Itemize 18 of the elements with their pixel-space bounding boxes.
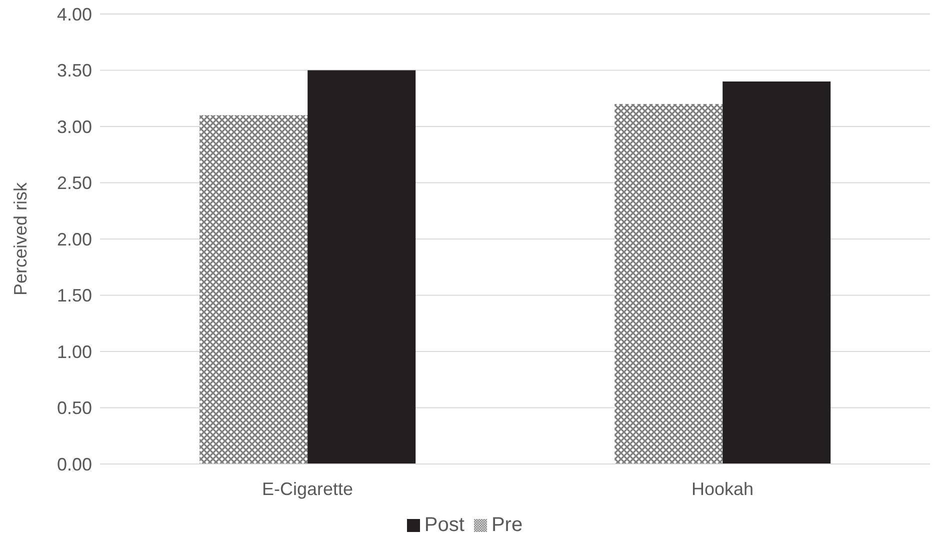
y-tick-label: 3.50 — [56, 60, 92, 81]
y-tick-label: 1.00 — [56, 342, 92, 362]
y-tick-label: 0.00 — [56, 454, 92, 474]
y-axis-title: Perceived risk — [10, 181, 30, 296]
y-tick-label: 2.00 — [56, 229, 92, 250]
bar — [200, 115, 308, 464]
bar — [308, 70, 416, 464]
y-tick-label: 4.00 — [56, 4, 92, 24]
legend-label: Post — [424, 514, 464, 536]
x-tick-label: Hookah — [691, 478, 754, 499]
bar — [722, 82, 831, 464]
y-tick-label: 0.50 — [56, 398, 92, 418]
y-tick-label: 2.50 — [56, 173, 92, 194]
y-tick-label: 1.50 — [56, 286, 92, 306]
x-tick-label: E-Cigarette — [262, 478, 354, 499]
y-tick-label: 3.00 — [56, 116, 92, 137]
legend-label: Pre — [491, 514, 523, 536]
bar — [614, 104, 723, 464]
